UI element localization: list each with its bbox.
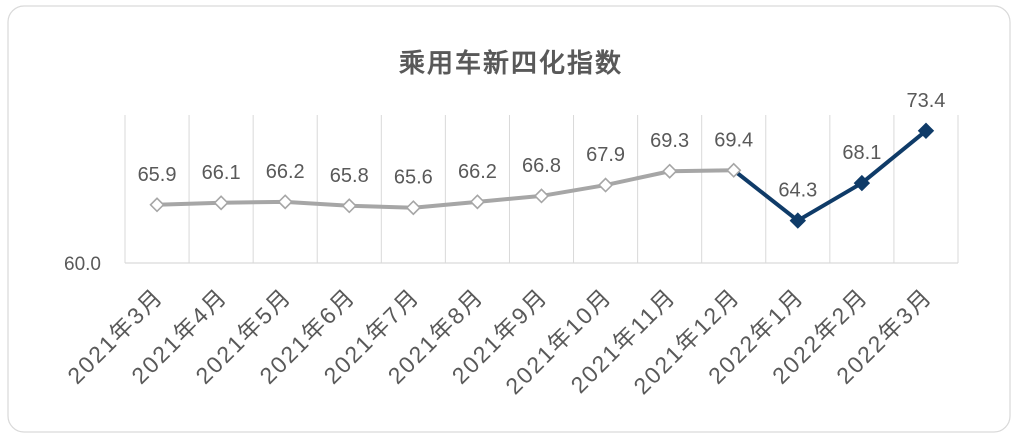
data-point-marker — [149, 197, 165, 213]
chart-title: 乘用车新四化指数 — [398, 48, 623, 78]
data-point-marker — [662, 163, 678, 179]
data-label: 64.3 — [778, 180, 817, 202]
data-label: 65.8 — [330, 165, 369, 187]
data-label: 69.3 — [650, 130, 689, 152]
y-tick-label: 60.0 — [64, 254, 101, 275]
data-point-marker — [789, 212, 807, 229]
data-point-marker — [917, 122, 935, 139]
data-label: 66.8 — [522, 155, 561, 177]
data-label: 65.6 — [394, 167, 433, 189]
series-line — [731, 128, 928, 223]
data-point-marker — [213, 195, 229, 211]
data-label: 66.1 — [202, 162, 241, 184]
data-point-marker — [469, 194, 486, 210]
data-label: 65.9 — [138, 164, 177, 186]
data-point-markers — [149, 122, 935, 229]
gridlines — [124, 115, 959, 263]
data-labels: 65.9 66.1 66.2 65.8 65.6 66.2 66.8 67.9 69.3 69.4… — [138, 90, 946, 202]
data-label: 67.9 — [586, 144, 625, 166]
data-label: 69.4 — [714, 129, 753, 151]
data-point-marker — [533, 188, 550, 204]
data-point-marker — [277, 194, 293, 210]
series-line — [155, 168, 736, 210]
data-point-marker — [597, 177, 614, 193]
data-label: 73.4 — [906, 90, 945, 112]
data-label: 66.2 — [458, 161, 497, 183]
data-point-marker — [341, 198, 357, 214]
data-point-marker — [405, 200, 421, 216]
series-lines — [155, 128, 928, 223]
data-point-marker — [726, 162, 742, 178]
data-point-marker — [853, 174, 871, 192]
data-label: 68.1 — [842, 142, 881, 164]
data-label: 66.2 — [266, 161, 305, 183]
